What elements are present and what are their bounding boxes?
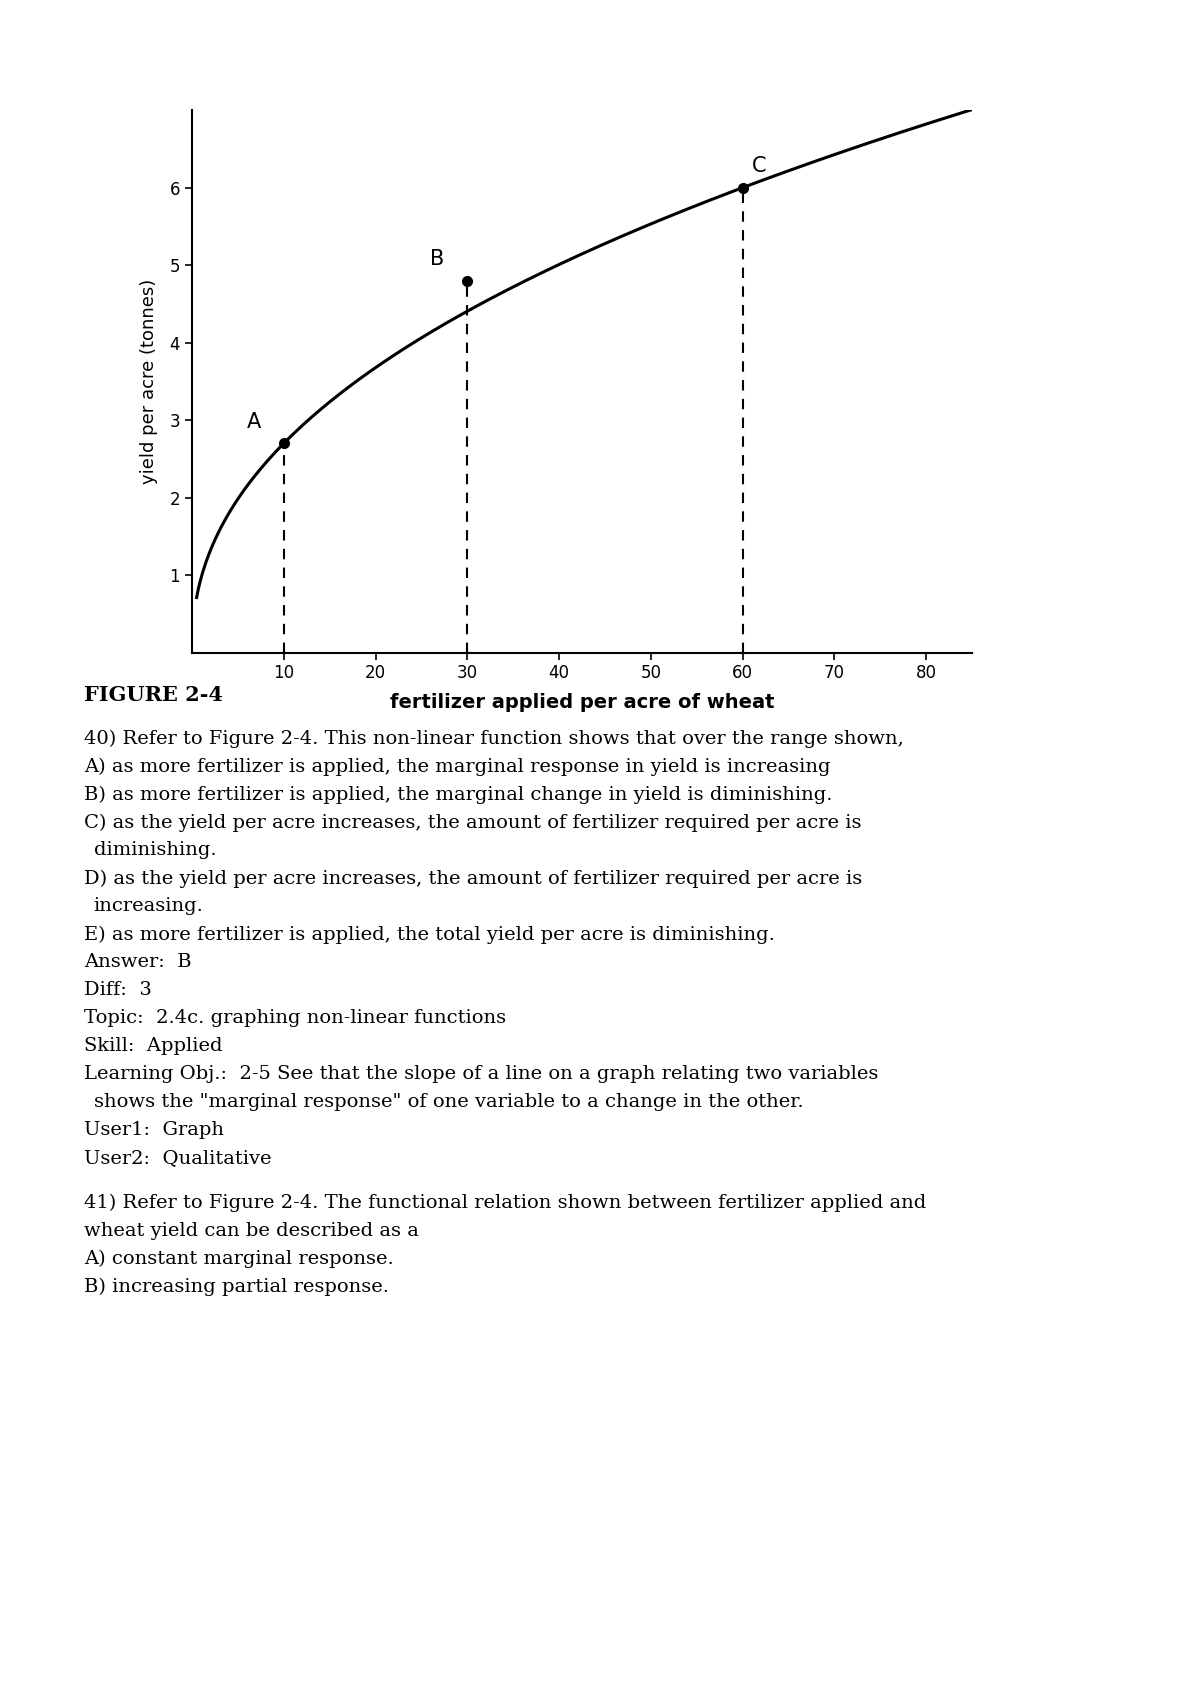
Text: B) as more fertilizer is applied, the marginal change in yield is diminishing.: B) as more fertilizer is applied, the ma… — [84, 785, 833, 803]
Text: Learning Obj.:  2-5 See that the slope of a line on a graph relating two variabl: Learning Obj.: 2-5 See that the slope of… — [84, 1064, 878, 1083]
Text: B) increasing partial response.: B) increasing partial response. — [84, 1278, 389, 1297]
Text: D) as the yield per acre increases, the amount of fertilizer required per acre i: D) as the yield per acre increases, the … — [84, 870, 863, 888]
Text: A) constant marginal response.: A) constant marginal response. — [84, 1249, 394, 1268]
Text: Answer:  B: Answer: B — [84, 953, 192, 971]
Text: Skill:  Applied: Skill: Applied — [84, 1037, 222, 1056]
Text: Diff:  3: Diff: 3 — [84, 981, 152, 1000]
Text: C: C — [751, 156, 767, 176]
Text: E) as more fertilizer is applied, the total yield per acre is diminishing.: E) as more fertilizer is applied, the to… — [84, 925, 775, 944]
Y-axis label: yield per acre (tonnes): yield per acre (tonnes) — [140, 278, 158, 485]
Text: A: A — [246, 412, 260, 432]
Text: User1:  Graph: User1: Graph — [84, 1120, 224, 1139]
Text: 41) Refer to Figure 2-4. The functional relation shown between fertilizer applie: 41) Refer to Figure 2-4. The functional … — [84, 1193, 926, 1212]
Text: User2:  Qualitative: User2: Qualitative — [84, 1149, 271, 1168]
Text: Topic:  2.4c. graphing non-linear functions: Topic: 2.4c. graphing non-linear functio… — [84, 1009, 506, 1027]
Text: C) as the yield per acre increases, the amount of fertilizer required per acre i: C) as the yield per acre increases, the … — [84, 814, 862, 832]
Text: B: B — [430, 249, 444, 270]
Text: A) as more fertilizer is applied, the marginal response in yield is increasing: A) as more fertilizer is applied, the ma… — [84, 758, 830, 776]
Text: diminishing.: diminishing. — [94, 841, 216, 859]
X-axis label: fertilizer applied per acre of wheat: fertilizer applied per acre of wheat — [390, 693, 774, 712]
Text: 40) Refer to Figure 2-4. This non-linear function shows that over the range show: 40) Refer to Figure 2-4. This non-linear… — [84, 729, 904, 747]
Text: FIGURE 2-4: FIGURE 2-4 — [84, 685, 223, 705]
Text: shows the "marginal response" of one variable to a change in the other.: shows the "marginal response" of one var… — [94, 1093, 803, 1112]
Text: increasing.: increasing. — [94, 897, 204, 915]
Text: wheat yield can be described as a: wheat yield can be described as a — [84, 1222, 419, 1239]
